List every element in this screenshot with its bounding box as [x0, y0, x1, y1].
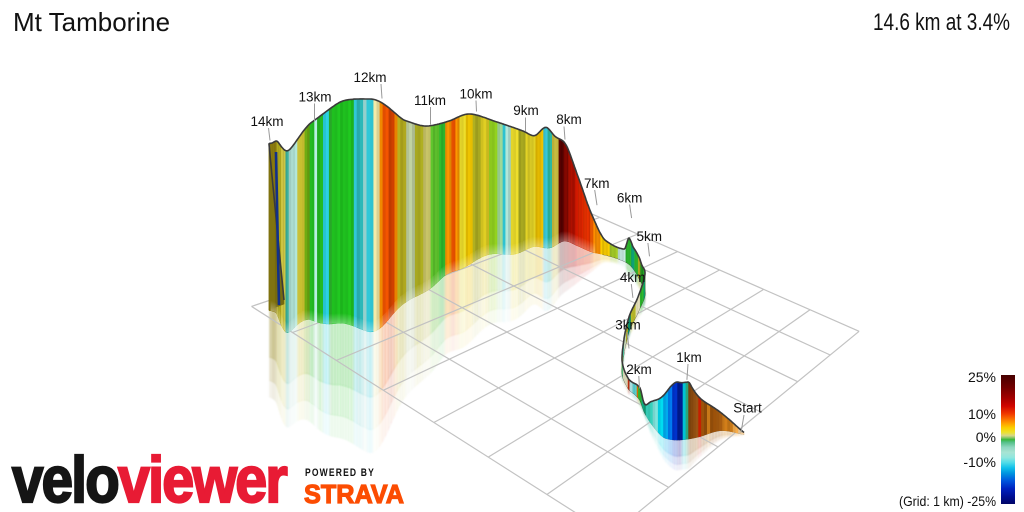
svg-text:10km: 10km — [459, 87, 492, 102]
svg-text:13km: 13km — [298, 90, 331, 105]
svg-text:0%: 0% — [976, 429, 996, 445]
svg-text:Mt Tamborine: Mt Tamborine — [13, 7, 170, 37]
svg-text:4km: 4km — [620, 270, 646, 285]
svg-text:-10%: -10% — [963, 454, 996, 470]
svg-text:POWERED BY: POWERED BY — [305, 467, 375, 479]
svg-text:7km: 7km — [584, 176, 610, 191]
svg-text:9km: 9km — [513, 103, 539, 118]
svg-text:Start: Start — [733, 401, 762, 416]
svg-text:8km: 8km — [556, 112, 582, 127]
svg-text:14km: 14km — [250, 114, 283, 129]
svg-text:14.6 km at 3.4%: 14.6 km at 3.4% — [873, 9, 1010, 36]
svg-text:viewer: viewer — [118, 443, 287, 512]
svg-text:5km: 5km — [636, 229, 662, 244]
svg-text:(Grid: 1 km) -25%: (Grid: 1 km) -25% — [899, 493, 996, 509]
svg-text:11km: 11km — [414, 93, 446, 108]
svg-text:1km: 1km — [676, 350, 702, 365]
svg-text:12km: 12km — [353, 70, 386, 85]
svg-text:25%: 25% — [968, 369, 996, 385]
svg-text:velo: velo — [12, 443, 118, 512]
svg-text:10%: 10% — [968, 406, 996, 422]
svg-text:STRAVA: STRAVA — [304, 479, 404, 509]
svg-text:6km: 6km — [617, 191, 643, 206]
svg-text:3km: 3km — [615, 318, 641, 333]
svg-text:2km: 2km — [626, 362, 652, 377]
